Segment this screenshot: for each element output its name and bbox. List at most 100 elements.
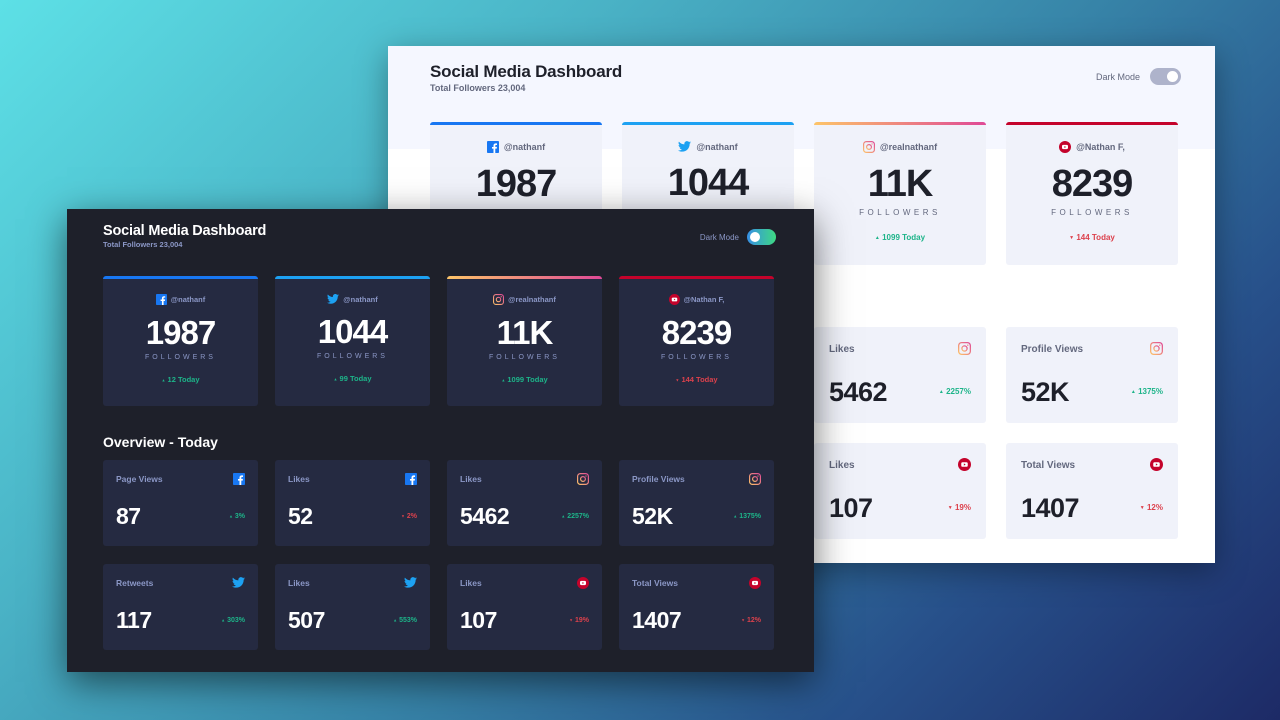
arrow-down-icon: ▼ <box>947 504 953 511</box>
card-accent-bar <box>447 276 602 279</box>
follower-card-youtube: @Nathan F, 8239 FOLLOWERS ▼ 144 Today <box>619 276 774 406</box>
today-change: ▲ 12 Today <box>103 375 258 384</box>
overview-card-change: ▲ 2257% <box>939 387 971 396</box>
overview-card-value: 52K <box>1021 377 1070 407</box>
handle-text: @nathanf <box>503 142 546 152</box>
dark-mode-toggle[interactable] <box>747 229 776 245</box>
youtube-icon <box>749 577 761 589</box>
overview-card: Profile Views 52K ▲ 1375% <box>619 460 774 546</box>
overview-card-title: Likes <box>288 578 310 588</box>
arrow-up-icon: ▲ <box>393 617 398 623</box>
overview-card-title: Profile Views <box>632 474 685 484</box>
card-accent-bar <box>1006 122 1178 125</box>
card-handle: @nathanf <box>622 141 794 152</box>
dark-mode-toggle[interactable] <box>1150 68 1181 85</box>
overview-card-change: ▲ 1375% <box>1131 387 1163 396</box>
arrow-up-icon: ▲ <box>228 513 233 519</box>
overview-card-change: ▲ 303% <box>221 617 245 624</box>
change-text: 1375% <box>1138 387 1163 396</box>
overview-card-title: Profile Views <box>1021 344 1084 355</box>
today-change: ▲ 1099 Today <box>814 233 986 242</box>
overview-card-change: ▲ 1375% <box>733 513 761 520</box>
follower-card-instagram: @realnathanf 11K FOLLOWERS ▲ 1099 Today <box>447 276 602 406</box>
handle-text: @nathanf <box>696 141 738 152</box>
instagram-icon <box>958 342 971 355</box>
page-title: Social Media Dashboard <box>430 62 623 81</box>
change-text: 2257% <box>567 513 589 520</box>
overview-card-value: 52 <box>288 503 313 529</box>
header: Social Media Dashboard Total Followers 2… <box>430 62 622 93</box>
page-title: Social Media Dashboard <box>103 223 267 239</box>
today-text: 144 Today <box>1076 233 1115 242</box>
overview-card-value: 117 <box>116 607 152 633</box>
overview-card-value: 107 <box>829 493 873 523</box>
instagram-icon <box>749 473 761 485</box>
youtube-icon <box>1150 458 1163 471</box>
card-handle: @nathanf <box>430 141 602 153</box>
overview-card: Likes 5462 ▲ 2257% <box>814 327 986 423</box>
followers-label: FOLLOWERS <box>1051 208 1133 217</box>
follower-count: 1987 <box>145 314 216 351</box>
arrow-up-icon: ▲ <box>733 513 738 519</box>
overview-card-title: Likes <box>460 474 482 484</box>
facebook-icon <box>156 294 167 305</box>
card-accent-bar <box>430 122 602 125</box>
handle-text: @nathanf <box>170 295 206 304</box>
dark-mode-dashboard-window: Social Media Dashboard Total Followers 2… <box>67 209 814 672</box>
overview-card-title: Likes <box>829 344 855 355</box>
change-text: 303% <box>227 617 245 624</box>
follower-count: 11K <box>496 314 554 351</box>
overview-card-title: Likes <box>460 578 482 588</box>
follower-count: 11K <box>867 163 934 205</box>
overview-card-value: 1407 <box>632 607 682 633</box>
arrow-up-icon: ▲ <box>161 377 166 383</box>
card-accent-bar <box>622 122 794 125</box>
overview-card: Profile Views 52K ▲ 1375% <box>1006 327 1178 423</box>
overview-card-title: Total Views <box>632 578 678 588</box>
follower-card-facebook: @nathanf 1987 FOLLOWERS ▲ 12 Today <box>103 276 258 406</box>
overview-card-value: 87 <box>116 503 141 529</box>
overview-card-change: ▼ 19% <box>569 617 589 624</box>
overview-card-value: 5462 <box>460 503 510 529</box>
handle-text: @Nathan F, <box>683 295 725 304</box>
arrow-down-icon: ▼ <box>400 513 405 519</box>
followers-label: FOLLOWERS <box>145 354 216 361</box>
overview-card: Likes 52 ▼ 2% <box>275 460 430 546</box>
change-text: 12% <box>1146 503 1163 512</box>
card-accent-bar <box>619 276 774 279</box>
arrow-down-icon: ▼ <box>1139 504 1145 511</box>
follower-count: 1044 <box>317 313 388 350</box>
card-handle: @Nathan F, <box>619 294 774 305</box>
overview-card-title: Likes <box>288 474 310 484</box>
overview-card: Page Views 87 ▲ 3% <box>103 460 258 546</box>
overview-card-title: Likes <box>829 460 855 471</box>
card-handle: @Nathan F, <box>1006 141 1178 153</box>
change-text: 553% <box>399 617 417 624</box>
facebook-icon <box>233 473 245 485</box>
dark-mode-label: Dark Mode <box>1095 71 1140 82</box>
handle-text: @nathanf <box>343 294 378 304</box>
followers-label: FOLLOWERS <box>489 354 560 361</box>
youtube-icon <box>958 458 971 471</box>
dark-mode-label: Dark Mode <box>699 232 739 242</box>
card-handle: @realnathanf <box>447 294 602 305</box>
twitter-icon <box>232 577 245 588</box>
overview-heading: Overview - Today <box>103 434 218 450</box>
arrow-down-icon: ▼ <box>741 617 746 623</box>
change-text: 1375% <box>739 513 761 520</box>
instagram-icon <box>1150 342 1163 355</box>
overview-card-title: Total Views <box>1021 460 1076 471</box>
overview-card-change: ▼ 12% <box>1140 503 1163 512</box>
instagram-icon <box>493 294 504 305</box>
overview-card-value: 1407 <box>1021 493 1080 523</box>
follower-card-twitter: @nathanf 1044 FOLLOWERS ▲ 99 Today <box>275 276 430 406</box>
overview-card-change: ▼ 2% <box>401 513 417 520</box>
change-text: 19% <box>954 503 971 512</box>
change-text: 3% <box>234 513 245 520</box>
change-text: 2% <box>406 513 417 520</box>
overview-card-change: ▲ 3% <box>229 513 245 520</box>
today-change: ▼ 144 Today <box>619 375 774 384</box>
instagram-icon <box>863 141 875 153</box>
arrow-up-icon: ▲ <box>1130 388 1136 395</box>
card-accent-bar <box>275 276 430 279</box>
